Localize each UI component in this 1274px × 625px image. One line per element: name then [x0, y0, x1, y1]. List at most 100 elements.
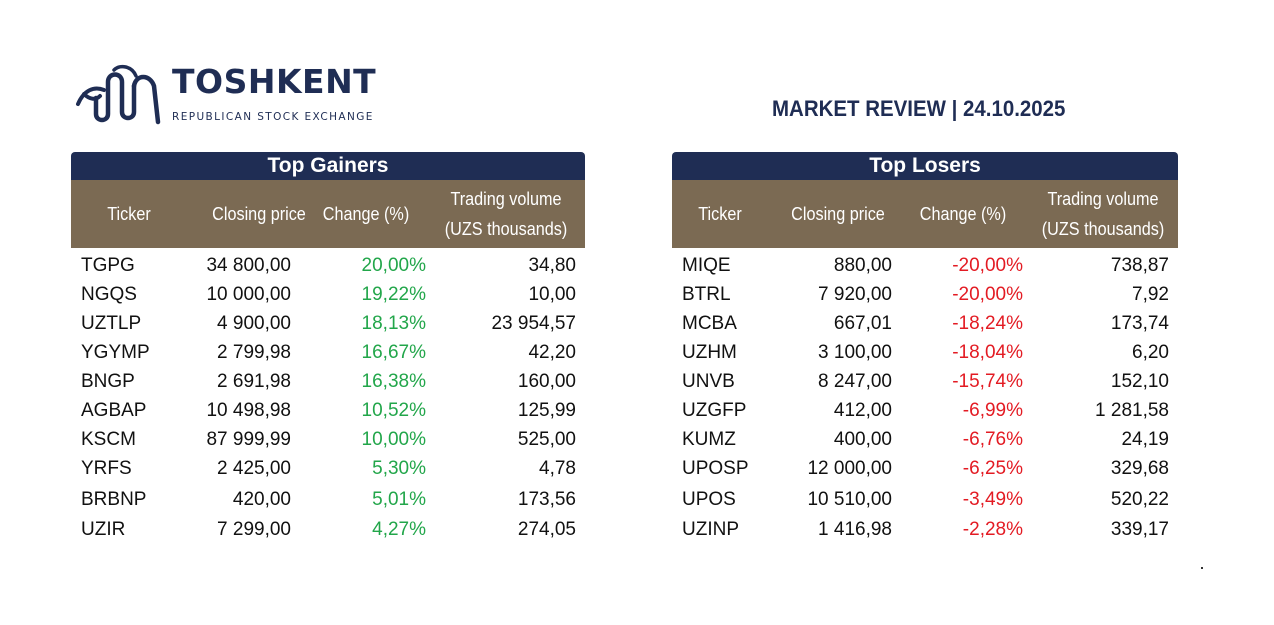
cell-price: 10 498,98: [206, 400, 291, 421]
col-ticker: Ticker: [698, 204, 742, 224]
col-trading-volume: Trading volume (UZS thousands): [1036, 180, 1171, 248]
cell-price: 34 800,00: [206, 255, 291, 276]
cell-price: 3 100,00: [818, 342, 892, 363]
col-ticker: Ticker: [107, 204, 151, 224]
table-row: UZTLP 4 900,00 18,13% 23 954,57: [71, 310, 585, 338]
cell-price: 10 000,00: [206, 284, 291, 305]
cell-change: 5,30%: [372, 458, 426, 479]
cell-change: 10,00%: [361, 429, 426, 450]
cell-change: -2,28%: [962, 519, 1023, 540]
col-change: Change (%): [322, 204, 410, 224]
cell-volume: 520,22: [1110, 489, 1169, 510]
cell-ticker: MCBA: [682, 313, 737, 334]
cell-change: -15,74%: [952, 371, 1023, 392]
cell-price: 7 299,00: [217, 519, 291, 540]
stray-dot: [1201, 567, 1203, 569]
cell-change: 5,01%: [372, 489, 426, 510]
cell-volume: 274,05: [517, 519, 576, 540]
cell-ticker: BNGP: [81, 371, 135, 392]
table-row: TGPG 34 800,00 20,00% 34,80: [71, 252, 585, 280]
cell-volume: 1 281,58: [1095, 400, 1169, 421]
cell-change: 16,67%: [361, 342, 426, 363]
cell-ticker: YRFS: [81, 458, 132, 479]
cell-price: 8 247,00: [818, 371, 892, 392]
cell-ticker: AGBAP: [81, 400, 147, 421]
cell-volume: 525,00: [517, 429, 576, 450]
cell-volume: 24,19: [1121, 429, 1169, 450]
cell-price: 2 425,00: [217, 458, 291, 479]
cell-volume: 23 954,57: [491, 313, 576, 334]
cell-volume: 339,17: [1110, 519, 1169, 540]
cell-price: 667,01: [833, 313, 892, 334]
cell-ticker: UZHM: [682, 342, 737, 363]
cell-price: 12 000,00: [807, 458, 892, 479]
table-row: KUMZ 400,00 -6,76% 24,19: [672, 426, 1178, 454]
table-row: UPOS 10 510,00 -3,49% 520,22: [672, 486, 1178, 514]
cell-change: -3,49%: [962, 489, 1023, 510]
cell-volume: 160,00: [517, 371, 576, 392]
cell-volume: 42,20: [528, 342, 576, 363]
table-row: UZINP 1 416,98 -2,28% 339,17: [672, 516, 1178, 544]
table-row: BTRL 7 920,00 -20,00% 7,92: [672, 281, 1178, 309]
cell-price: 7 920,00: [818, 284, 892, 305]
cell-ticker: BRBNP: [81, 489, 147, 510]
col-closing-price: Closing price: [791, 204, 885, 224]
top-gainers-title: Top Gainers: [71, 152, 585, 180]
table-row: UZIR 7 299,00 4,27% 274,05: [71, 516, 585, 544]
cell-volume: 125,99: [517, 400, 576, 421]
brand-subtitle: REPUBLICAN STOCK EXCHANGE: [172, 111, 374, 123]
cell-volume: 329,68: [1110, 458, 1169, 479]
cell-price: 2 691,98: [217, 371, 291, 392]
cell-ticker: UPOS: [682, 489, 736, 510]
col-volume-line2: (UZS thousands): [444, 219, 568, 239]
col-closing-price: Closing price: [212, 204, 306, 224]
table-row: YRFS 2 425,00 5,30% 4,78: [71, 455, 585, 483]
table-row: UZHM 3 100,00 -18,04% 6,20: [672, 339, 1178, 367]
cell-volume: 34,80: [528, 255, 576, 276]
cell-ticker: UNVB: [682, 371, 735, 392]
cell-ticker: BTRL: [682, 284, 731, 305]
cell-volume: 738,87: [1110, 255, 1169, 276]
top-gainers-table: Top Gainers Ticker Closing price Change …: [71, 152, 585, 540]
cell-price: 10 510,00: [807, 489, 892, 510]
cell-change: 16,38%: [361, 371, 426, 392]
cell-price: 412,00: [833, 400, 892, 421]
cell-ticker: UZTLP: [81, 313, 142, 334]
cell-ticker: UZINP: [682, 519, 739, 540]
cell-change: 20,00%: [361, 255, 426, 276]
cell-ticker: UPOSP: [682, 458, 749, 479]
col-volume-line2: (UZS thousands): [1041, 219, 1165, 239]
cell-change: 4,27%: [372, 519, 426, 540]
cell-price: 1 416,98: [818, 519, 892, 540]
cell-ticker: UZGFP: [682, 400, 747, 421]
table-row: NGQS 10 000,00 19,22% 10,00: [71, 281, 585, 309]
col-trading-volume: Trading volume (UZS thousands): [439, 180, 574, 248]
bull-logo-icon: [76, 64, 161, 125]
table-row: MIQE 880,00 -20,00% 738,87: [672, 252, 1178, 280]
cell-change: 19,22%: [361, 284, 426, 305]
cell-ticker: MIQE: [682, 255, 731, 276]
cell-volume: 152,10: [1110, 371, 1169, 392]
table-row: MCBA 667,01 -18,24% 173,74: [672, 310, 1178, 338]
top-losers-title: Top Losers: [672, 152, 1178, 180]
table-header: Ticker Closing price Change (%) Trading …: [672, 180, 1178, 248]
cell-volume: 173,56: [517, 489, 576, 510]
cell-change: -6,76%: [962, 429, 1023, 450]
cell-price: 400,00: [833, 429, 892, 450]
cell-volume: 4,78: [539, 458, 576, 479]
cell-change: 18,13%: [361, 313, 426, 334]
cell-ticker: YGYMP: [81, 342, 150, 363]
cell-ticker: KSCM: [81, 429, 136, 450]
cell-change: -18,24%: [952, 313, 1023, 334]
table-row: UNVB 8 247,00 -15,74% 152,10: [672, 368, 1178, 396]
table-row: BRBNP 420,00 5,01% 173,56: [71, 486, 585, 514]
cell-price: 4 900,00: [217, 313, 291, 334]
cell-change: -6,99%: [962, 400, 1023, 421]
cell-price: 880,00: [833, 255, 892, 276]
cell-volume: 10,00: [528, 284, 576, 305]
table-row: KSCM 87 999,99 10,00% 525,00: [71, 426, 585, 454]
table-row: BNGP 2 691,98 16,38% 160,00: [71, 368, 585, 396]
table-row: UZGFP 412,00 -6,99% 1 281,58: [672, 397, 1178, 425]
cell-volume: 6,20: [1132, 342, 1169, 363]
col-change: Change (%): [919, 204, 1007, 224]
